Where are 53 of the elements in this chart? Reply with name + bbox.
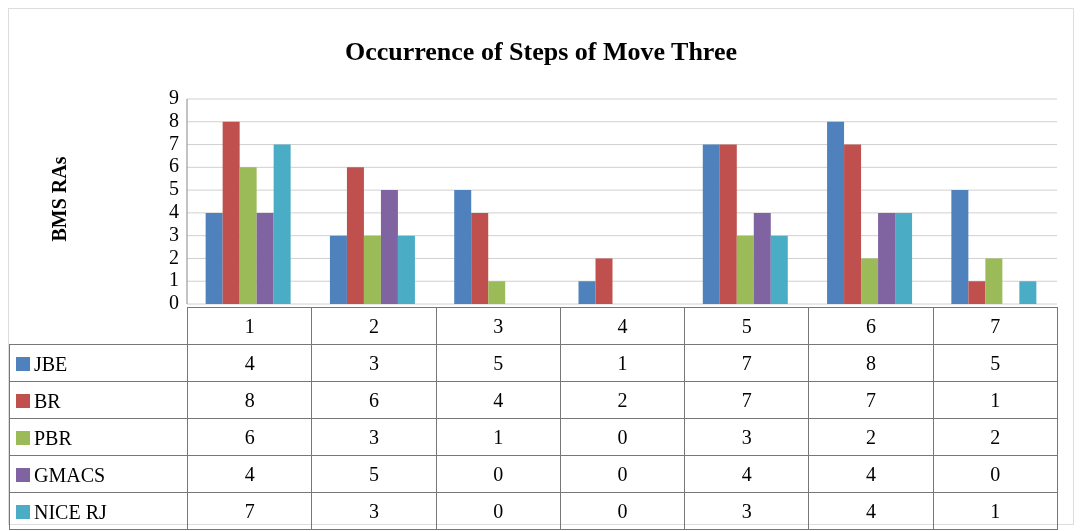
y-tick-label: 7 xyxy=(169,131,179,154)
data-label: 5 xyxy=(311,455,437,493)
data-label: 3 xyxy=(684,492,809,530)
data-label: 0 xyxy=(560,418,685,456)
data-label: 3 xyxy=(311,492,437,530)
data-label: 1 xyxy=(933,492,1058,530)
y-tick-label: 5 xyxy=(169,177,179,200)
x-tick-label: 5 xyxy=(684,307,809,345)
data-label: 7 xyxy=(684,344,809,382)
data-label: 3 xyxy=(684,418,809,456)
chart-title: Occurrence of Steps of Move Three xyxy=(344,37,738,66)
data-label: 0 xyxy=(560,455,685,493)
data-label: 1 xyxy=(436,418,561,456)
y-tick-label: 9 xyxy=(169,86,179,109)
data-label: 3 xyxy=(311,418,437,456)
x-tick-label: 2 xyxy=(311,307,437,345)
data-label: 5 xyxy=(933,344,1058,382)
data-label: 7 xyxy=(808,381,934,419)
data-label: 0 xyxy=(560,492,685,530)
data-label: 1 xyxy=(933,381,1058,419)
data-label: 7 xyxy=(684,381,809,419)
data-label: 2 xyxy=(808,418,934,456)
y-tick-label: 0 xyxy=(169,291,179,314)
x-tick-label: 6 xyxy=(808,307,934,345)
legend-label: BR xyxy=(34,389,61,412)
data-label: 6 xyxy=(311,381,437,419)
x-tick-label: 7 xyxy=(933,307,1058,345)
data-label: 4 xyxy=(808,492,934,530)
y-tick-label: 1 xyxy=(169,268,179,291)
legend-label: PBR xyxy=(34,426,72,449)
data-label: 4 xyxy=(808,455,934,493)
data-label: 2 xyxy=(933,418,1058,456)
data-label: 1 xyxy=(560,344,685,382)
legend-label: NICE RJ xyxy=(34,500,107,523)
data-label: 2 xyxy=(560,381,685,419)
data-label: 4 xyxy=(436,381,561,419)
data-label: 5 xyxy=(436,344,561,382)
x-tick-label: 3 xyxy=(436,307,561,345)
legend-label: JBE xyxy=(34,352,68,375)
y-axis-title: BMS RAs xyxy=(48,156,71,242)
y-tick-label: 4 xyxy=(169,199,179,222)
y-tick-label: 6 xyxy=(169,154,179,177)
y-tick-label: 2 xyxy=(169,245,179,268)
y-tick-label: 3 xyxy=(169,222,179,245)
data-label: 0 xyxy=(933,455,1058,493)
data-label: 4 xyxy=(684,455,809,493)
data-label: 0 xyxy=(436,455,561,493)
legend-label: GMACS xyxy=(34,463,106,486)
x-tick-label: 4 xyxy=(560,307,685,345)
data-label: 3 xyxy=(311,344,437,382)
y-tick-label: 8 xyxy=(169,108,179,131)
data-label: 8 xyxy=(808,344,934,382)
data-label: 0 xyxy=(436,492,561,530)
